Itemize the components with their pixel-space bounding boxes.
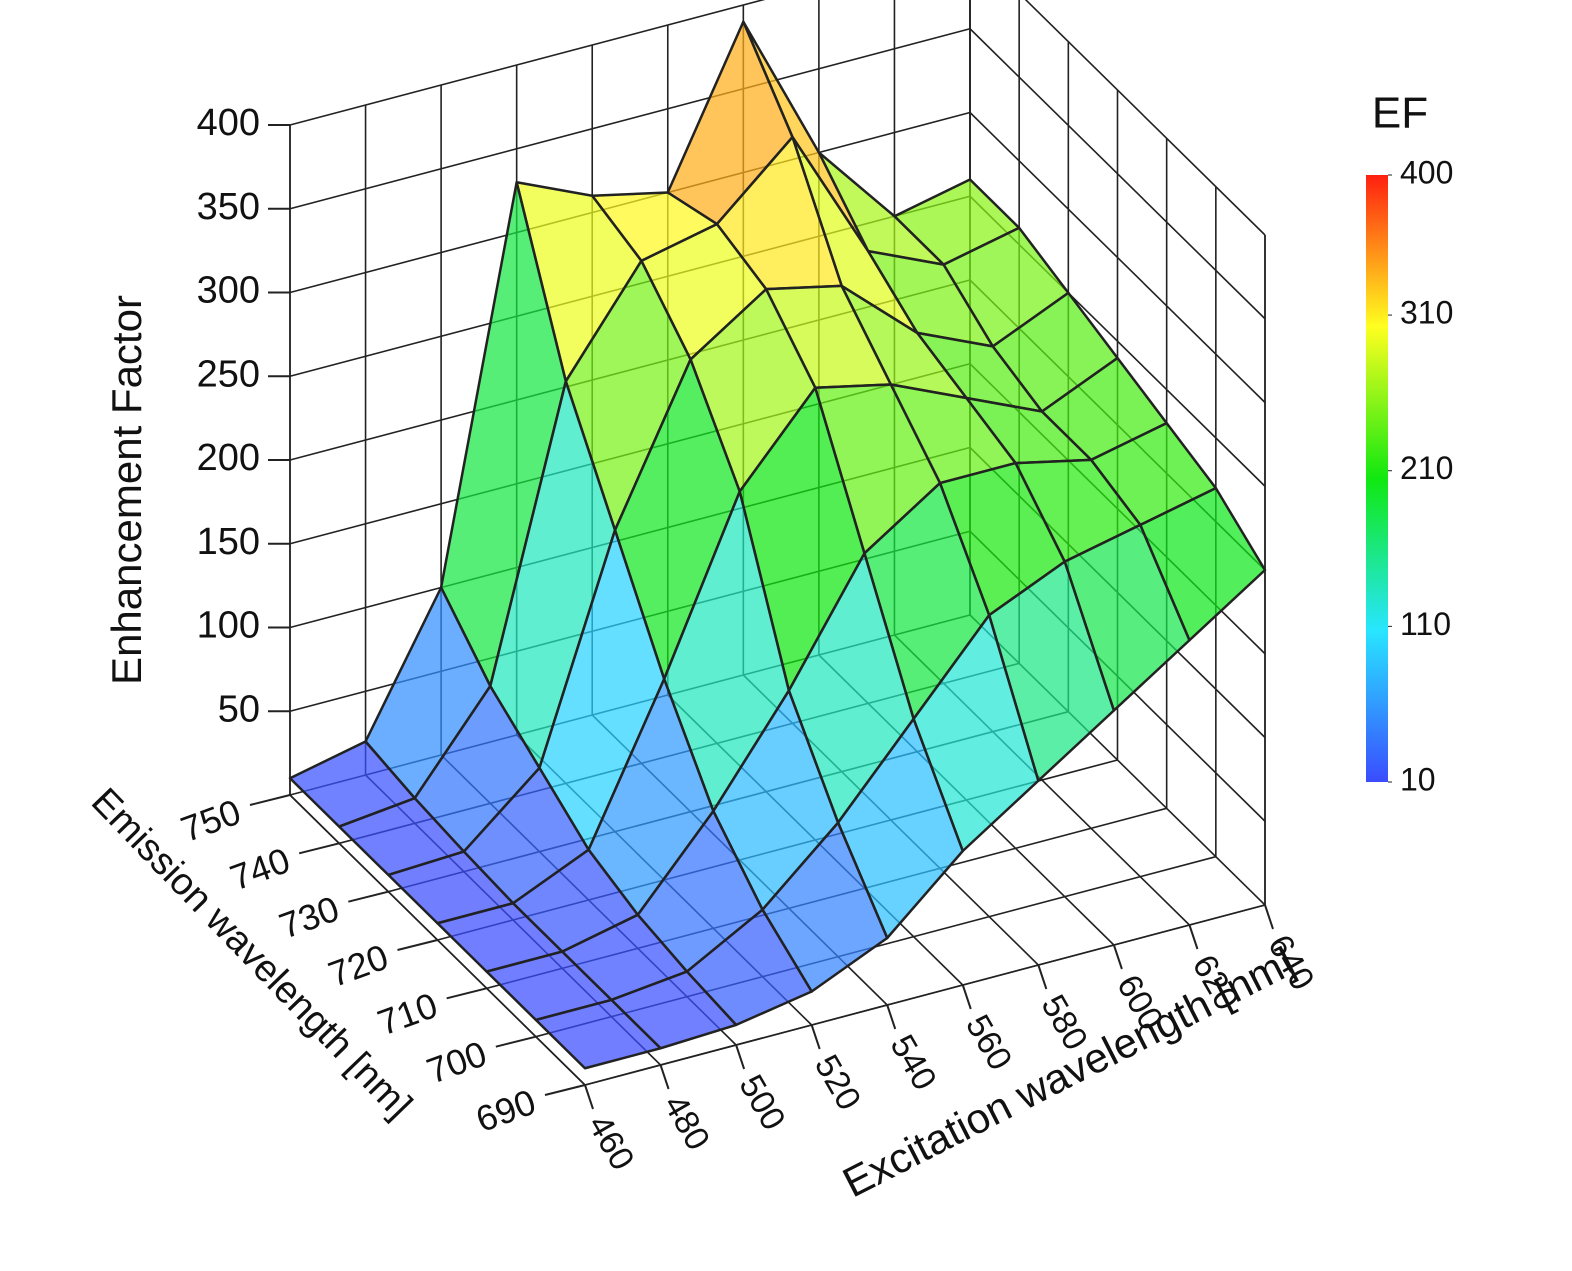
- colorbar-tick-label: 110: [1400, 606, 1451, 642]
- y-tick: [495, 1035, 537, 1048]
- x-tick: [735, 1044, 746, 1070]
- y-tick-label: 730: [274, 888, 344, 947]
- x-tick: [584, 1084, 594, 1110]
- x-tick: [1188, 924, 1199, 950]
- y-tick: [544, 1084, 586, 1096]
- z-tick-label: 250: [197, 353, 260, 395]
- x-tick: [810, 1024, 821, 1050]
- grid-line: [289, 0, 766, 126]
- y-tick-label: 720: [323, 936, 393, 995]
- z-tick-label: 200: [197, 437, 260, 479]
- z-tick-label: 300: [197, 270, 260, 312]
- y-tick: [348, 890, 389, 903]
- x-tick-label: 520: [807, 1048, 868, 1116]
- x-tick: [1037, 964, 1048, 990]
- y-tick-label: 710: [372, 984, 442, 1043]
- y-tick: [397, 939, 438, 951]
- x-tick: [1112, 944, 1123, 970]
- x-tick-label: 560: [958, 1008, 1019, 1076]
- z-tick-label: 400: [197, 102, 260, 144]
- x-tick-label: 480: [656, 1088, 717, 1156]
- colorbar-tick-label: 310: [1400, 295, 1453, 331]
- y-tick-label: 740: [225, 839, 295, 898]
- y-tick-label: 750: [176, 791, 246, 850]
- z-axis-title: Enhancement Factor: [103, 295, 150, 685]
- x-tick: [659, 1064, 670, 1090]
- grid-line: [289, 27, 971, 210]
- x-tick-label: 500: [731, 1068, 792, 1136]
- grid-line: [1024, 0, 1266, 236]
- colorbar-title: EF: [1372, 89, 1428, 138]
- z-tick-label: 350: [197, 186, 260, 228]
- colorbar-tick-label: 210: [1400, 450, 1453, 486]
- y-tick: [249, 794, 291, 806]
- grid-line: [969, 28, 1266, 320]
- x-tick-label: 540: [883, 1028, 944, 1096]
- z-tick-label: 100: [197, 605, 260, 647]
- surface: [288, 20, 1267, 1070]
- colorbar-tick-label: 400: [1400, 154, 1453, 190]
- y-tick: [446, 987, 487, 1000]
- colorbar-tick-label: 10: [1400, 761, 1436, 797]
- grid-line: [969, 111, 1266, 404]
- colorbar: [1366, 175, 1388, 782]
- x-tick-label: 460: [580, 1108, 641, 1176]
- x-tick: [961, 984, 972, 1010]
- z-tick-label: 50: [218, 688, 260, 730]
- y-tick-label: 700: [421, 1033, 491, 1092]
- surface-cell: [534, 998, 662, 1070]
- z-tick-label: 150: [197, 521, 260, 563]
- x-tick: [1264, 904, 1274, 930]
- grid-line: [584, 904, 1266, 1086]
- y-tick: [298, 842, 340, 855]
- x-tick: [886, 1004, 897, 1030]
- y-tick-label: 690: [471, 1081, 541, 1140]
